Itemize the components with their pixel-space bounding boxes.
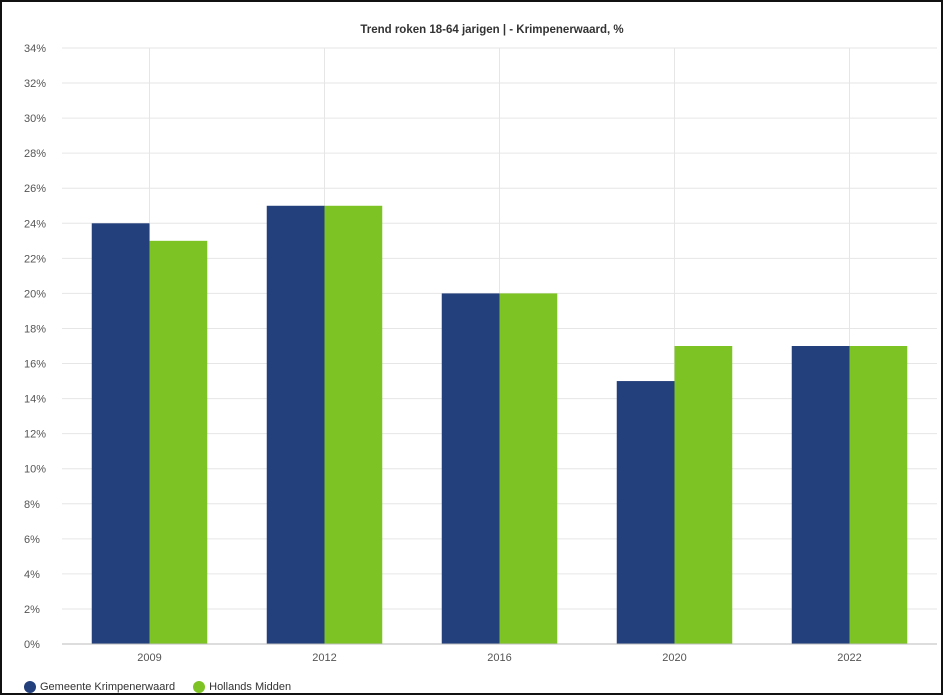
legend-item-gemeente[interactable]: Gemeente Krimpenerwaard <box>24 681 175 693</box>
x-tick-label: 2009 <box>137 652 161 664</box>
x-tick-label: 2016 <box>487 652 511 664</box>
bar-hollands-midden-2022[interactable] <box>849 346 908 644</box>
y-tick-label: 10% <box>24 464 46 476</box>
y-tick-label: 8% <box>24 499 40 511</box>
bar-gemeente-krimpenerwaard-2022[interactable] <box>791 346 850 644</box>
y-tick-label: 28% <box>24 148 46 160</box>
y-tick-label: 14% <box>24 394 46 406</box>
chart-title: Trend roken 18-64 jarigen | - Krimpenerw… <box>360 24 623 36</box>
legend-marker-gemeente <box>24 681 36 693</box>
bar-hollands-midden-2020[interactable] <box>674 346 733 644</box>
x-tick-label: 2020 <box>662 652 686 664</box>
x-tick-label: 2022 <box>837 652 861 664</box>
y-tick-label: 32% <box>24 78 46 90</box>
bar-gemeente-krimpenerwaard-2012[interactable] <box>266 205 325 644</box>
bar-hollands-midden-2012[interactable] <box>324 205 383 644</box>
y-tick-label: 24% <box>24 218 46 230</box>
y-tick-label: 2% <box>24 604 40 616</box>
bar-gemeente-krimpenerwaard-2009[interactable] <box>91 223 150 644</box>
legend-item-hollands-midden[interactable]: Hollands Midden <box>193 681 291 693</box>
y-tick-label: 4% <box>24 569 40 581</box>
bar-hollands-midden-2009[interactable] <box>149 240 208 644</box>
chart-legend: Gemeente Krimpenerwaard Hollands Midden <box>24 681 309 693</box>
legend-label-gemeente: Gemeente Krimpenerwaard <box>40 681 176 693</box>
y-tick-label: 16% <box>24 359 46 371</box>
bar-gemeente-krimpenerwaard-2016[interactable] <box>441 293 500 644</box>
y-tick-label: 34% <box>24 43 46 55</box>
y-tick-label: 22% <box>24 253 46 265</box>
y-tick-label: 26% <box>24 183 46 195</box>
y-tick-label: 30% <box>24 113 46 125</box>
bar-gemeente-krimpenerwaard-2020[interactable] <box>616 381 675 644</box>
y-tick-label: 18% <box>24 323 46 335</box>
y-tick-label: 6% <box>24 534 40 546</box>
bar-hollands-midden-2016[interactable] <box>499 293 558 644</box>
x-tick-label: 2012 <box>312 652 336 664</box>
y-tick-label: 20% <box>24 288 46 300</box>
y-tick-label: 12% <box>24 429 46 441</box>
y-tick-label: 0% <box>24 639 40 651</box>
legend-marker-hollands-midden <box>193 681 206 693</box>
legend-label-hollands-midden: Hollands Midden <box>209 681 292 693</box>
